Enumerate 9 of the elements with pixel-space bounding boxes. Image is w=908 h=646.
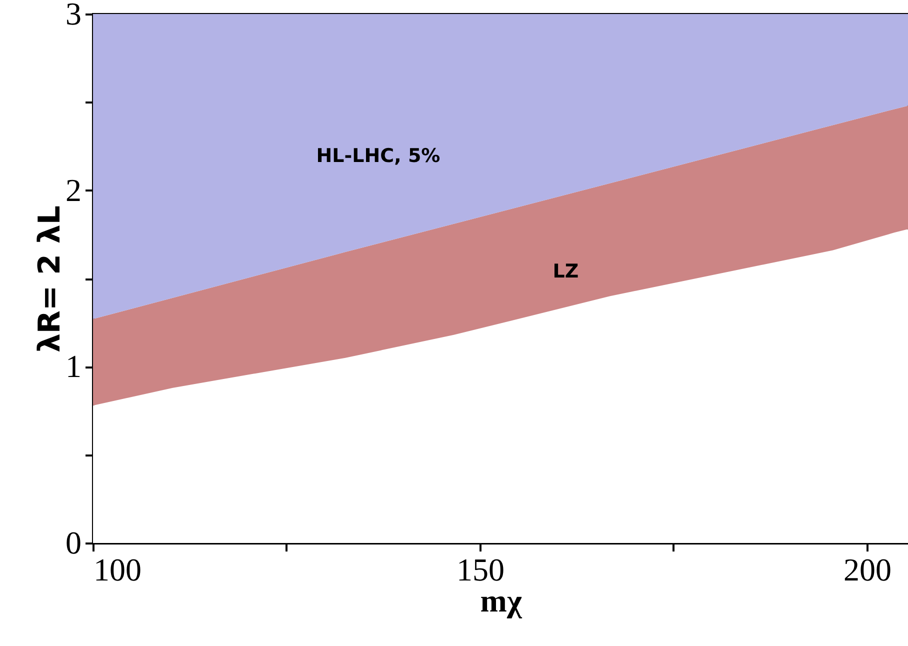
x-tick-label: 100	[94, 552, 142, 588]
y-tick-label: 3	[66, 0, 82, 32]
series-label: HL-LHC, 5%	[316, 145, 440, 168]
series-label: LZ	[552, 260, 579, 282]
y-axis-title: λR= 2 λL	[32, 205, 68, 353]
y-tick-label: 2	[66, 172, 82, 208]
y-tick-label: 1	[66, 348, 82, 384]
y-tick-label: 0	[66, 524, 82, 560]
x-tick-label: 200	[843, 552, 892, 588]
